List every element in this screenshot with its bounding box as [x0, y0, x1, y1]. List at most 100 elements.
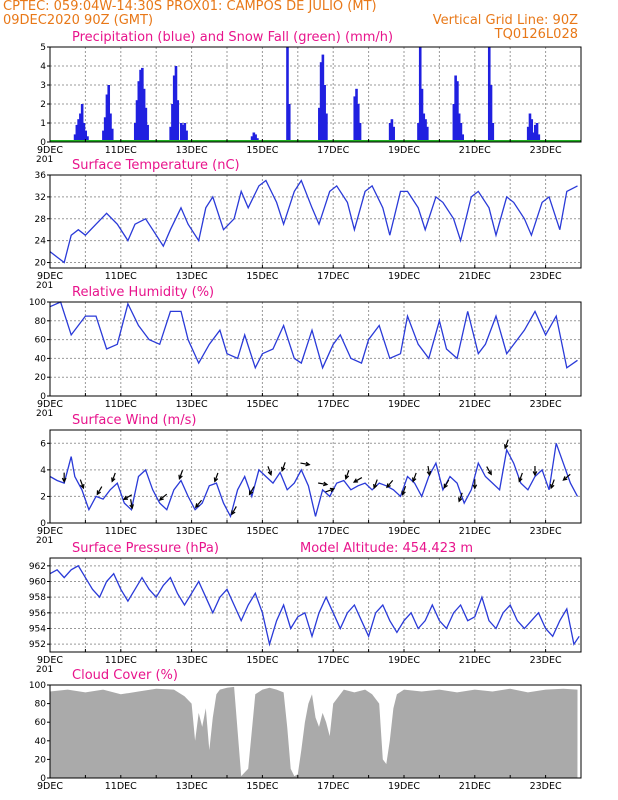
precip-bar	[318, 107, 321, 142]
precip-bar	[530, 119, 534, 142]
precip-bar	[142, 88, 146, 142]
precip-bar	[135, 100, 139, 142]
temp-ytick-label: 28	[35, 215, 47, 225]
wind-arrow	[249, 486, 255, 495]
precip-xtick-label: 9DEC	[37, 145, 63, 156]
temp-xtick-label: 21DEC	[459, 271, 491, 282]
wind-arrow-head	[352, 478, 359, 483]
precip-bar	[528, 113, 532, 142]
header-date: 09DEC2020 90Z (GMT)	[3, 13, 154, 28]
rh-frame	[49, 301, 582, 397]
cloud-xtick-label: 23DEC	[530, 781, 562, 792]
precip-bar	[109, 113, 112, 142]
wind-xtick-label: 23DEC	[530, 526, 562, 537]
precip-bar	[286, 47, 289, 142]
precip-bar	[172, 75, 176, 142]
wind-arrow-head	[518, 477, 523, 483]
rh-xtick-label: 11DEC	[105, 399, 137, 410]
precip-ytick-label: 3	[40, 81, 46, 91]
wind-arrow-head	[411, 477, 417, 483]
precip-bar	[252, 132, 256, 142]
pressure-ytick-label: 952	[29, 640, 46, 650]
cloud-xtick-label: 19DEC	[388, 781, 420, 792]
wind-arrow	[318, 482, 328, 486]
precip-bar	[420, 88, 424, 142]
cloud-title: Cloud Cover (%)	[72, 668, 178, 683]
temp-xtick-label: 23DEC	[530, 271, 562, 282]
rh-xtick-label: 21DEC	[459, 399, 491, 410]
precip-xtick-label: 11DEC	[105, 145, 137, 156]
precip-bar	[456, 81, 459, 142]
cloud-xtick-label: 21DEC	[459, 781, 491, 792]
precip-title: Precipitation (blue) and Snow Fall (gree…	[72, 30, 393, 45]
precip-bar	[454, 75, 457, 142]
rh-ytick-label: 20	[35, 373, 47, 383]
precip-bar	[537, 134, 541, 142]
temp-xtick-label: 19DEC	[388, 271, 420, 282]
wind-arrow-head	[231, 510, 236, 516]
precip-bar	[174, 66, 178, 142]
precip-year-label: 201	[36, 155, 53, 165]
precip-bar	[105, 94, 109, 142]
wind-arrow	[412, 472, 417, 482]
precip-bar	[107, 85, 111, 142]
wind-arrow-head	[443, 483, 448, 489]
wind-arrow-head	[504, 444, 509, 450]
wind-arrow-head	[111, 477, 116, 483]
cloud-ytick-label: 0	[40, 774, 46, 784]
wind-arrow	[231, 506, 237, 515]
wind-arrow-head	[248, 490, 254, 496]
wind-xtick-label: 11DEC	[105, 526, 137, 537]
pressure-xtick-label: 13DEC	[176, 655, 208, 666]
wind-arrow	[401, 485, 407, 495]
pressure-xtick-label: 23DEC	[530, 655, 562, 666]
precip-bar	[73, 134, 77, 142]
precip-bar	[426, 126, 429, 142]
precip-ytick-label: 2	[40, 100, 46, 110]
wind-ytick-label: 0	[40, 519, 46, 529]
wind-xtick-label: 15DEC	[246, 526, 278, 537]
precip-bar	[146, 124, 149, 142]
rh-xtick-label: 9DEC	[37, 399, 63, 410]
wind-arrow	[386, 479, 394, 488]
wind-arrow	[443, 479, 450, 488]
precip-bar	[353, 96, 357, 142]
wind-arrow-head	[386, 483, 391, 489]
cloud-frame	[49, 684, 582, 779]
precip-xtick-label: 23DEC	[530, 145, 562, 156]
wind-arrow-head	[267, 470, 273, 476]
precip-bar	[80, 104, 84, 142]
precip-bar	[526, 126, 530, 142]
cloud-ytick-label: 20	[35, 755, 47, 765]
precip-bar	[422, 113, 426, 142]
precip-bar	[491, 123, 495, 142]
wind-arrow	[427, 465, 431, 476]
precip-xtick-label: 17DEC	[317, 145, 349, 156]
header-grid-note: Vertical Grid Line: 90Z	[432, 13, 578, 28]
precip-bar	[457, 113, 461, 142]
precip-bar	[323, 85, 326, 142]
wind-arrow-head	[194, 503, 200, 509]
pressure-xtick-label: 19DEC	[388, 655, 420, 666]
precip-bar	[418, 47, 422, 142]
cloud-xtick-label: 17DEC	[317, 781, 349, 792]
wind-arrow-head	[323, 481, 329, 487]
wind-arrow-head	[61, 477, 67, 483]
precip-xtick-label: 13DEC	[176, 145, 208, 156]
temp-title: Surface Temperature (nC)	[72, 158, 240, 173]
wind-arrow	[159, 493, 168, 501]
precip-bar	[254, 134, 257, 142]
wind-arrow-head	[122, 495, 129, 500]
wind-arrow-head	[562, 476, 568, 481]
pressure-ytick-label: 960	[29, 578, 46, 588]
temp-year-label: 201	[36, 281, 53, 291]
wind-arrow	[504, 439, 509, 449]
precip-bar	[137, 81, 141, 142]
precip-bar	[102, 130, 105, 142]
wind-arrow	[111, 472, 116, 482]
wind-arrow-head	[373, 483, 378, 490]
precip-bar	[86, 136, 89, 142]
cloud-ytick-label: 60	[35, 718, 47, 728]
wind-arrow-head	[96, 490, 101, 496]
